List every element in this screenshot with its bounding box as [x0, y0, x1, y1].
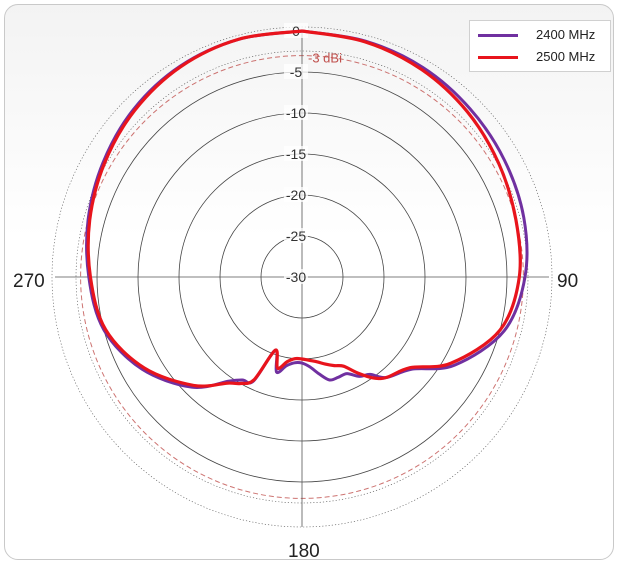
polar-plot: 0-5-10-15-20-25-30-3 dBi: [51, 23, 553, 528]
tick-label-bg-10: [284, 105, 308, 120]
legend: 2400 MHz 2500 MHz: [469, 20, 611, 72]
tick-label-bg-25: [284, 228, 308, 243]
angle-label-270: 270: [13, 271, 45, 292]
series-line-2500-mhz: [86, 29, 522, 388]
tick-label-bg-5: [284, 64, 308, 79]
radial-tick-label-20: -20: [286, 187, 306, 203]
tick-label-bg-15: [284, 146, 308, 161]
legend-swatch-2500: [478, 56, 518, 59]
legend-swatch-2400: [478, 34, 518, 37]
angle-label-90: 90: [557, 271, 579, 292]
tick-label-bg-20: [284, 187, 308, 202]
legend-item-2500: 2500 MHz: [470, 47, 610, 67]
radial-tick-label-10: -10: [286, 105, 306, 121]
chart-frame: 0 -5 -10 -15 -20 -25 -30 -3 dBi 270 90 180 2400…: [4, 4, 614, 560]
radial-tick-label-30: -30: [286, 269, 306, 285]
reference-label: -3 dBi: [308, 51, 342, 66]
radial-tick-label-25: -25: [286, 228, 306, 244]
legend-label-2400: 2400 MHz: [536, 27, 596, 42]
legend-item-2400: 2400 MHz: [470, 25, 610, 45]
tick-label-bg-30: [284, 269, 308, 284]
radial-tick-label-15: -15: [286, 146, 306, 162]
angle-label-180: 180: [288, 541, 320, 560]
radial-tick-label-5: -5: [290, 64, 303, 80]
legend-label-2500: 2500 MHz: [536, 49, 596, 64]
